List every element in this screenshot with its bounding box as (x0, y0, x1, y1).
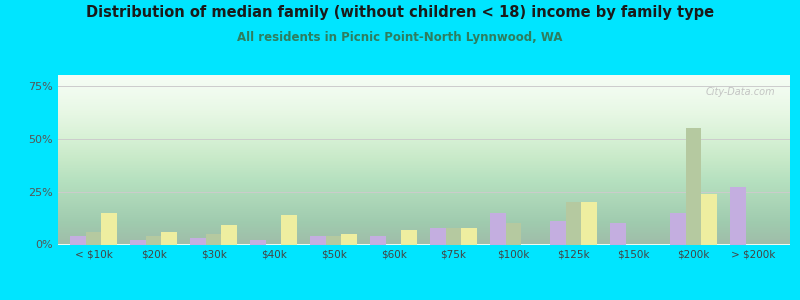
Bar (550, 221, 566, 244)
Bar (446, 227, 462, 244)
Bar (490, 213, 506, 244)
Bar (70, 236, 86, 244)
Bar (702, 194, 717, 244)
Bar (326, 236, 342, 244)
Bar (582, 202, 597, 244)
Bar (206, 234, 222, 244)
Text: Distribution of median family (without children < 18) income by family type: Distribution of median family (without c… (86, 4, 714, 20)
Bar (146, 236, 162, 244)
Text: City-Data.com: City-Data.com (706, 87, 775, 97)
Bar (686, 128, 702, 244)
Bar (130, 240, 146, 244)
Bar (342, 234, 357, 244)
Bar (566, 202, 582, 244)
Bar (430, 227, 446, 244)
Bar (610, 223, 626, 244)
Bar (162, 232, 177, 244)
Bar (222, 225, 237, 244)
Bar (730, 187, 746, 244)
Bar (250, 240, 266, 244)
Bar (310, 236, 326, 244)
Bar (370, 236, 386, 244)
Bar (102, 213, 117, 244)
Bar (190, 238, 206, 244)
Bar (462, 227, 477, 244)
Bar (670, 213, 686, 244)
Bar (282, 215, 297, 244)
Bar (506, 223, 522, 244)
Bar (402, 230, 417, 244)
Text: All residents in Picnic Point-North Lynnwood, WA: All residents in Picnic Point-North Lynn… (238, 32, 562, 44)
Bar (86, 232, 102, 244)
